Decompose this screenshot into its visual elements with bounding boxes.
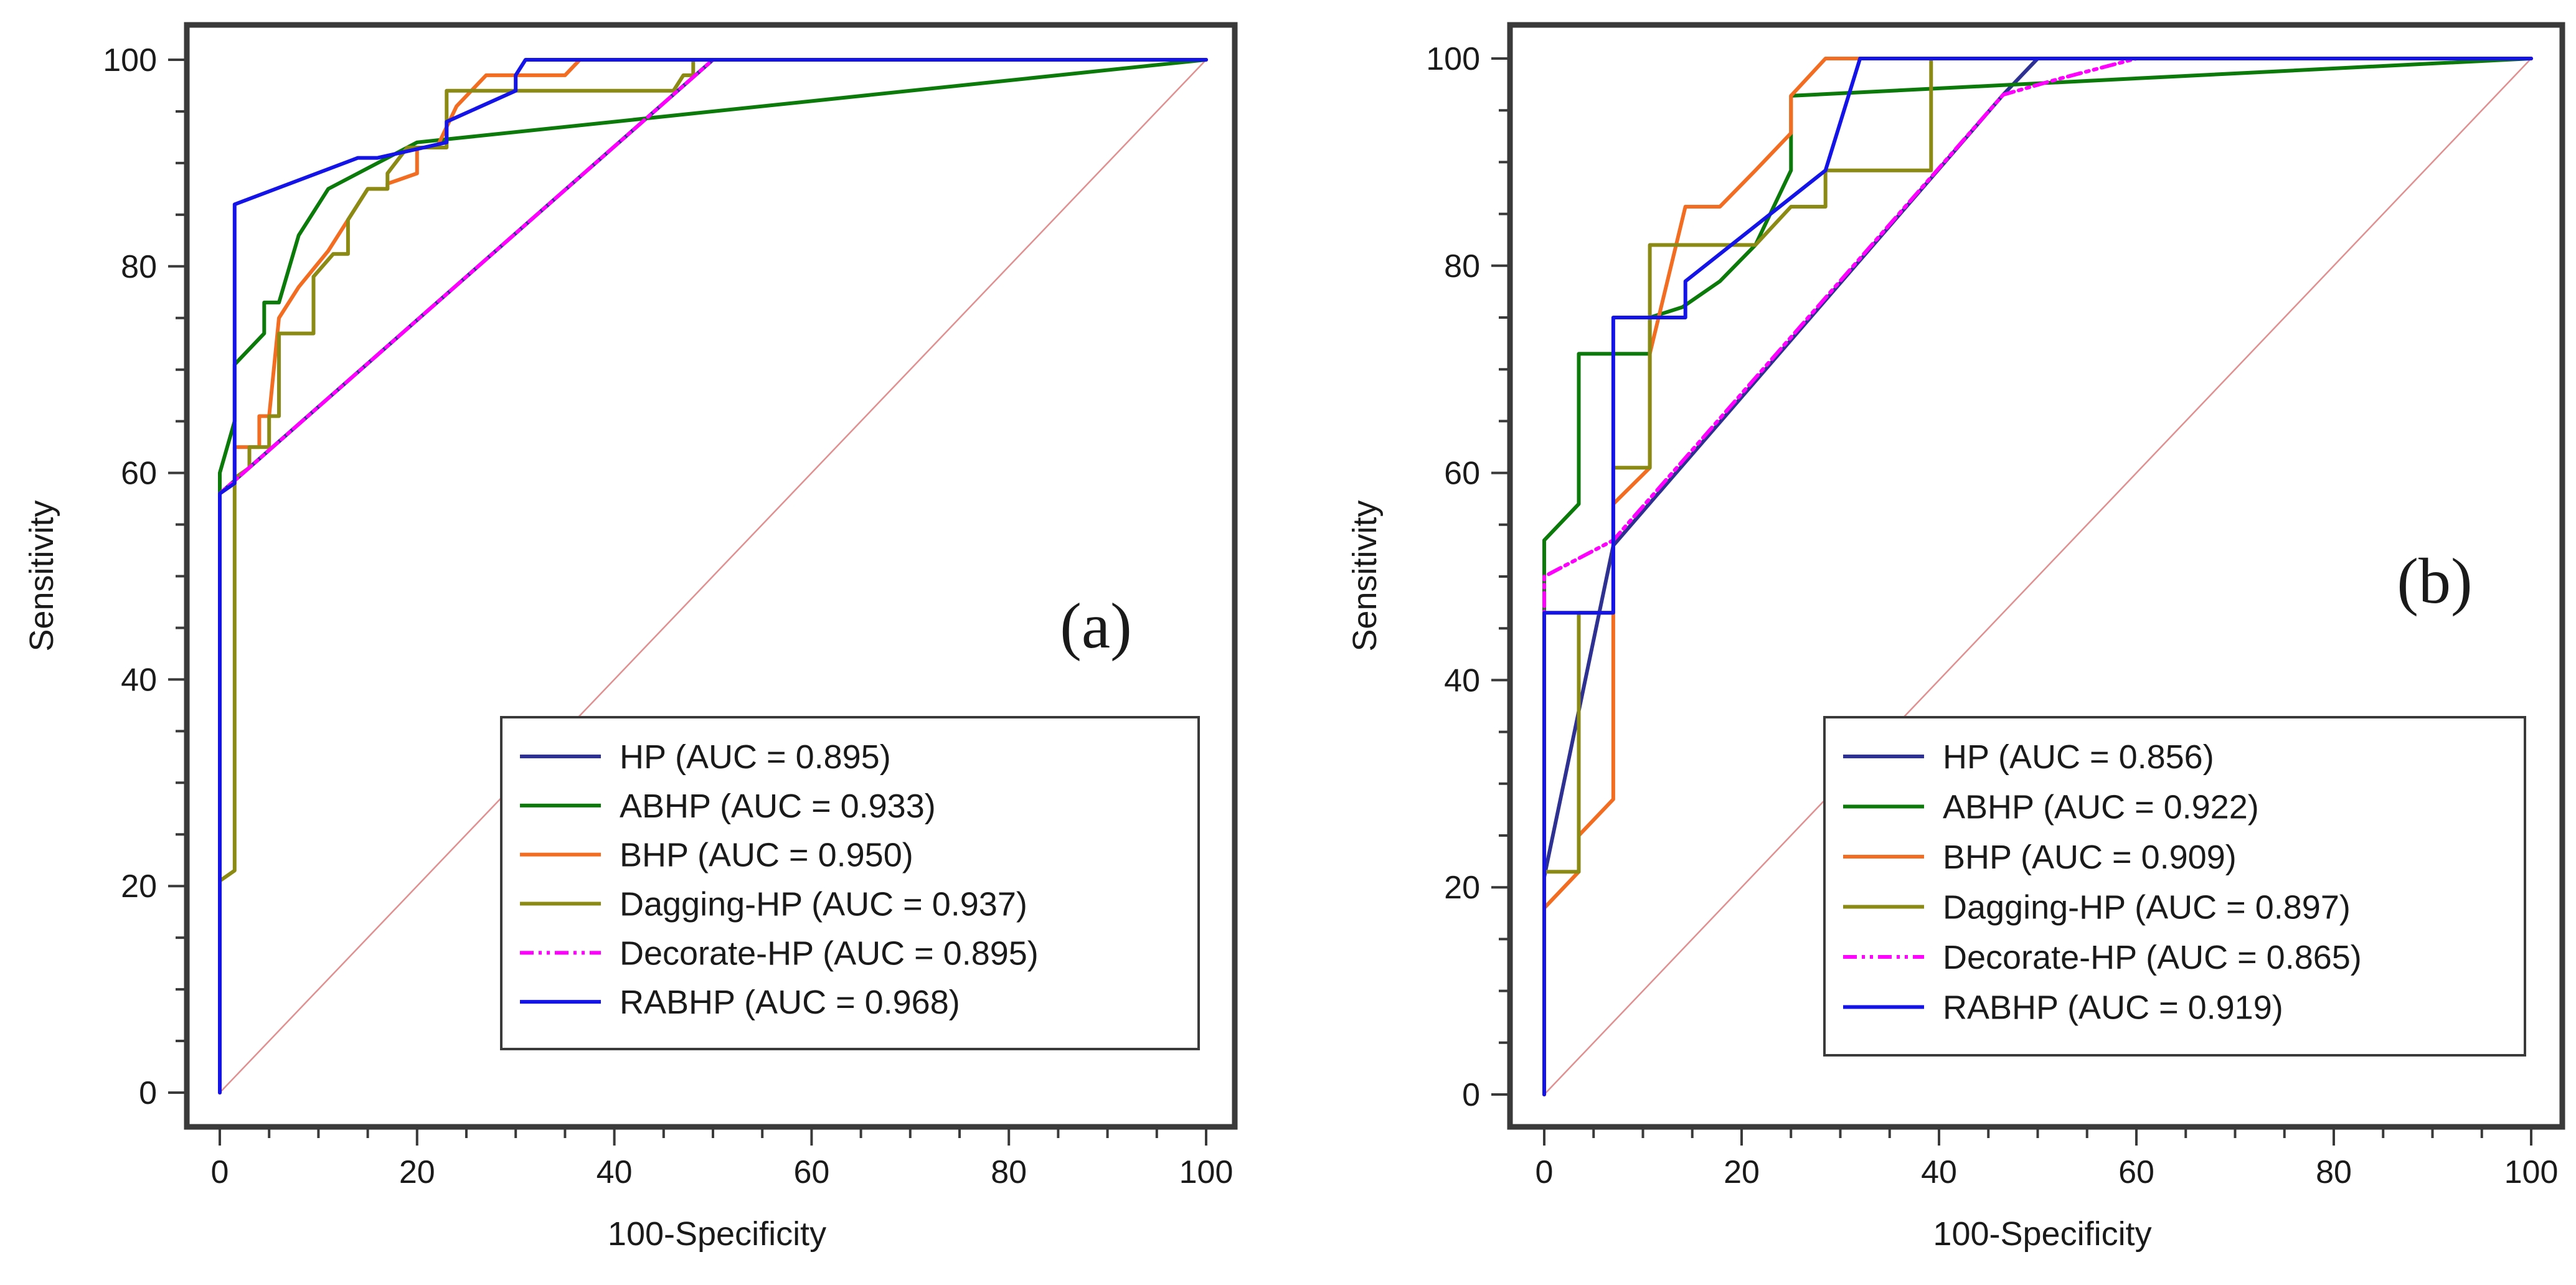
legend-entry-rabhp: RABHP (AUC = 0.968): [620, 984, 960, 1021]
x-tick-label: 100: [2504, 1154, 2559, 1190]
x-tick-label: 80: [2316, 1154, 2352, 1190]
legend-entry-rabhp: RABHP (AUC = 0.919): [1943, 989, 2283, 1027]
reference-diagonal-line: [1544, 58, 2532, 1095]
roc-panel-b: 0 20 40 60 80 100 0 20 40 60 80 100 100-Specificity S…: [1346, 22, 2565, 1253]
roc-curve-rabhp: [218, 58, 1208, 1094]
panel-label: (a): [1060, 590, 1131, 662]
legend-entry-hp: HP (AUC = 0.856): [1943, 738, 2214, 776]
y-tick-label: 80: [121, 249, 157, 285]
x-tick-label: 0: [211, 1154, 229, 1190]
y-tick-label: 20: [1444, 870, 1480, 906]
x-tick-label: 80: [991, 1154, 1027, 1190]
legend-entry-abhp: ABHP (AUC = 0.922): [1943, 789, 2259, 826]
y-tick-label: 100: [103, 42, 157, 78]
legend-entry-decorate-hp: Decorate-HP (AUC = 0.865): [1943, 939, 2362, 976]
x-tick-label: 100: [1179, 1154, 1234, 1190]
legend-entry-hp: HP (AUC = 0.895): [620, 738, 891, 776]
y-tick-label: 60: [1444, 456, 1480, 492]
roc-curve-rabhp: [1542, 57, 2533, 1096]
y-tick-label: 60: [121, 456, 157, 492]
x-tick-label: 60: [2118, 1154, 2154, 1190]
legend: HP (AUC = 0.856) ABHP (AUC = 0.922) BHP (A…: [1823, 716, 2526, 1057]
x-tick-label: 20: [399, 1154, 435, 1190]
legend-entry-abhp: ABHP (AUC = 0.933): [620, 788, 936, 825]
roc-panel-a: 0 20 40 60 80 100 0 20 40 60 80 100 100-Specificity S…: [23, 22, 1238, 1253]
legend-box: [1823, 716, 2526, 1057]
legend-box: [500, 716, 1200, 1050]
y-tick-label: 0: [139, 1075, 157, 1111]
y-axis-title: Sensitivity: [1346, 500, 1384, 651]
roc-curve-dagging-hp: [218, 58, 1208, 1094]
legend-entry-bhp: BHP (AUC = 0.950): [620, 837, 913, 874]
y-tick-label: 80: [1444, 248, 1480, 285]
y-tick-label: 100: [1426, 41, 1480, 77]
x-tick-label: 40: [1921, 1154, 1957, 1190]
y-tick-label: 40: [1444, 662, 1480, 699]
roc-curve-abhp: [1542, 57, 2533, 1096]
x-tick-label: 20: [1724, 1154, 1760, 1190]
y-tick-label: 40: [121, 662, 157, 698]
legend: HP (AUC = 0.895) ABHP (AUC = 0.933) BHP (A…: [500, 716, 1200, 1050]
y-axis-title: Sensitivity: [23, 500, 60, 651]
y-tick-label: 20: [121, 868, 157, 905]
roc-curve-dagging-hp: [1542, 57, 2533, 1096]
legend-entry-decorate-hp: Decorate-HP (AUC = 0.895): [620, 934, 1039, 972]
x-axis-title: 100-Specificity: [1933, 1215, 2151, 1253]
legend-entry-bhp: BHP (AUC = 0.909): [1943, 839, 2237, 876]
legend-entry-dagging-hp: Dagging-HP (AUC = 0.897): [1943, 889, 2351, 926]
x-axis-title: 100-Specificity: [608, 1215, 826, 1253]
y-tick-label: 0: [1462, 1077, 1480, 1113]
reference-diagonal-line: [219, 59, 1207, 1093]
x-tick-label: 40: [597, 1154, 633, 1190]
x-tick-label: 60: [793, 1154, 829, 1190]
panel-label: (b): [2397, 545, 2472, 617]
legend-entry-dagging-hp: Dagging-HP (AUC = 0.937): [620, 886, 1027, 923]
x-tick-label: 0: [1536, 1154, 1554, 1190]
